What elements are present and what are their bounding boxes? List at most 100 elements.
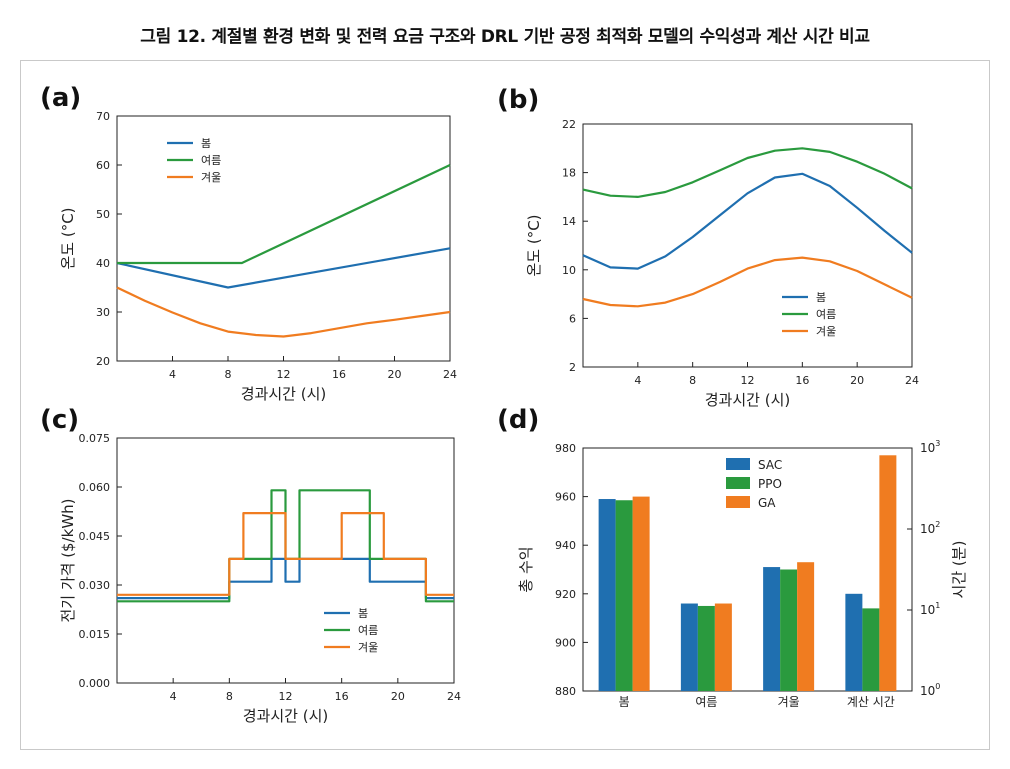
y2-tick-base: 10: [920, 603, 935, 617]
legend-label: 여름: [201, 154, 221, 167]
series-line-2: [117, 511, 454, 596]
y-tick-label: 30: [96, 306, 110, 319]
y-tick-label: 900: [555, 636, 576, 649]
y2-tick-exponent: 1: [935, 601, 940, 610]
y-tick-label: 980: [555, 442, 576, 455]
panel-label: (b): [497, 85, 539, 115]
y-tick-label: 20: [96, 355, 110, 368]
y-tick-label: 50: [96, 208, 110, 221]
legend-label: 봄: [816, 291, 826, 304]
x-tick-label: 겨울: [778, 695, 800, 709]
legend-label: 겨울: [358, 641, 378, 654]
plot-area: [116, 115, 451, 362]
bar-ga: [714, 603, 732, 691]
bar-ga: [879, 455, 897, 691]
x-axis-label: 경과시간 (시): [243, 707, 328, 725]
y-tick-label: 18: [562, 167, 576, 180]
y-tick-label: 2: [569, 361, 576, 374]
y2-tick-base: 10: [920, 684, 935, 698]
y-tick-label: 70: [96, 110, 110, 123]
y-tick-label: 0.045: [79, 530, 111, 543]
y2-tick-base: 10: [920, 441, 935, 455]
panel-label: (c): [40, 405, 79, 435]
x-tick-label: 8: [225, 368, 232, 381]
y-tick-label: 60: [96, 159, 110, 172]
bar-ga: [797, 562, 815, 691]
y2-tick-exponent: 2: [935, 520, 940, 529]
figure-title: 그림 12. 계절별 환경 변화 및 전력 요금 구조와 DRL 기반 공정 최…: [140, 27, 870, 47]
y-tick-label: 0.000: [79, 677, 111, 690]
y-tick-label: 6: [569, 312, 576, 325]
y2-axis-label: 시간 (분): [950, 541, 968, 599]
x-tick-label: 20: [388, 368, 402, 381]
series-line-0: [582, 172, 913, 270]
legend-label: PPO: [758, 477, 782, 491]
x-tick-label: 8: [689, 374, 696, 387]
series-line-0: [117, 557, 454, 600]
x-axis-label: 경과시간 (시): [241, 385, 326, 403]
y-tick-label: 920: [555, 588, 576, 601]
x-tick-label: 20: [391, 690, 405, 703]
panel-label: (d): [497, 405, 539, 435]
legend-swatch: [726, 458, 750, 470]
legend-label: 여름: [358, 624, 378, 637]
x-tick-label: 16: [795, 374, 809, 387]
bar-sac: [680, 603, 698, 691]
bar-ga: [632, 496, 650, 691]
x-tick-label: 4: [634, 374, 641, 387]
y-axis-label: 온도 (°C): [525, 214, 543, 276]
x-tick-label: 12: [741, 374, 755, 387]
y-tick-label: 960: [555, 491, 576, 504]
y2-tick-base: 10: [920, 522, 935, 536]
y-tick-label: 22: [562, 118, 576, 131]
y2-tick-label: 100: [920, 682, 940, 698]
x-tick-label: 16: [335, 690, 349, 703]
x-tick-label: 16: [332, 368, 346, 381]
x-tick-label: 24: [905, 374, 919, 387]
y2-tick-label: 101: [920, 601, 940, 617]
bar-sac: [763, 567, 781, 691]
y-axis-label: 온도 (°C): [59, 207, 77, 269]
plot-area: [582, 123, 913, 368]
y2-tick-label: 102: [920, 520, 940, 536]
x-tick-label: 계산 시간: [847, 695, 895, 709]
x-axis-label: 경과시간 (시): [705, 391, 790, 409]
bar-ppo: [615, 500, 633, 691]
x-tick-label: 24: [443, 368, 457, 381]
legend-label: 겨울: [816, 325, 836, 338]
legend-label: SAC: [758, 458, 782, 472]
y-tick-label: 0.030: [79, 579, 111, 592]
bar-sac: [845, 593, 863, 691]
x-tick-label: 4: [169, 368, 176, 381]
x-tick-label: 4: [170, 690, 177, 703]
y-tick-label: 0.015: [79, 628, 111, 641]
series-line-1: [582, 147, 913, 198]
y-tick-label: 0.075: [79, 432, 111, 445]
y2-tick-label: 103: [920, 439, 940, 455]
y-tick-label: 14: [562, 215, 576, 228]
x-tick-label: 12: [277, 368, 291, 381]
y2-tick-exponent: 3: [935, 439, 940, 448]
x-tick-label: 24: [447, 690, 461, 703]
figure-frame: [20, 60, 990, 750]
series-line-1: [117, 164, 451, 265]
y2-tick-exponent: 0: [935, 682, 940, 691]
series-line-2: [116, 286, 451, 338]
y-tick-label: 940: [555, 539, 576, 552]
legend-swatch: [726, 477, 750, 489]
x-tick-label: 20: [850, 374, 864, 387]
legend-label: 봄: [201, 137, 211, 150]
y-tick-label: 0.060: [79, 481, 111, 494]
y-tick-label: 40: [96, 257, 110, 270]
legend-swatch: [726, 496, 750, 508]
y-tick-label: 10: [562, 264, 576, 277]
legend-label: GA: [758, 496, 776, 510]
bar-ppo: [862, 608, 880, 691]
x-tick-label: 봄: [619, 695, 630, 709]
y-axis-label: 전기 가격 ($/kWh): [59, 498, 77, 622]
series-line-2: [582, 256, 913, 308]
y-tick-label: 880: [555, 685, 576, 698]
bar-ppo: [697, 605, 715, 691]
bar-ppo: [780, 569, 798, 691]
